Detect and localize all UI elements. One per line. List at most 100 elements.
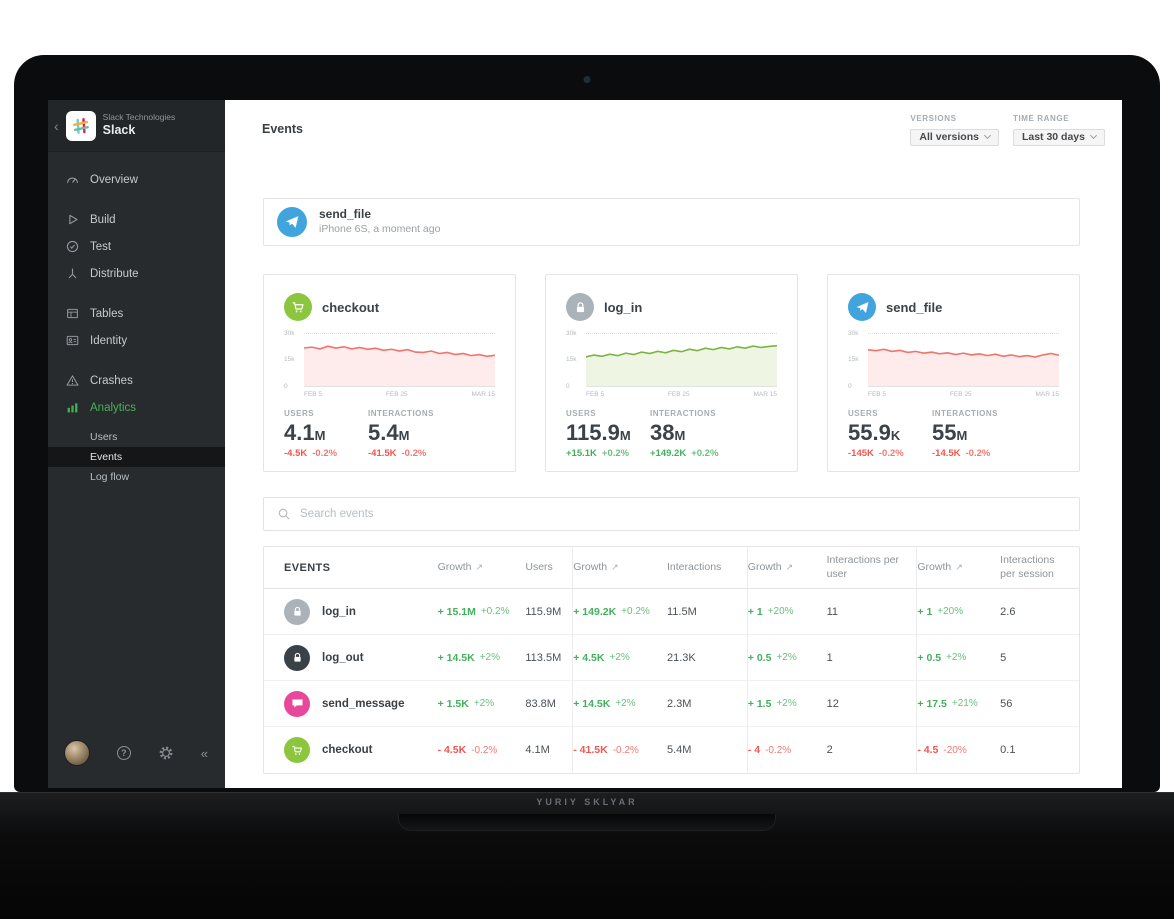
subnav-item-label: Events — [90, 451, 123, 463]
growth-arrow-icon: ↗ — [611, 561, 619, 572]
bar-chart-icon — [65, 400, 80, 415]
lock-icon — [284, 598, 310, 625]
users-cell: 115.9M — [525, 589, 574, 634]
col-header-interactions-per-user: Interactions per user — [827, 547, 918, 588]
y-axis: 30k 15k 0 — [848, 330, 859, 390]
app-switcher[interactable]: ‹ Slack Technologies Slack — [48, 100, 225, 152]
event-name-cell: log_in — [264, 589, 438, 634]
subnav-item-users[interactable]: Users — [48, 427, 225, 447]
sidebar-item-crashes[interactable]: Crashes — [48, 367, 225, 394]
laptop-lid: ‹ Slack Technologies Slack Overview Buil… — [14, 55, 1160, 792]
col-header-users: Users — [525, 547, 574, 588]
interactions-delta: -41.5K -0.2% — [368, 448, 427, 459]
growth-cell: + 14.5K +2% — [573, 697, 636, 710]
sparkline-chart: 30k 15k 0 — [566, 330, 777, 390]
interactions-stat: INTERACTIONS 55M -14.5K -0.2% — [932, 409, 1059, 459]
col-header-events: EVENTS — [284, 561, 331, 574]
growth-cell: - 41.5K -0.2% — [573, 744, 639, 756]
event-cards: checkout 30k 15k 0 — [263, 274, 1080, 472]
versions-dropdown[interactable]: All versions — [910, 128, 999, 146]
main-content: Events VERSIONS All versions TIME RANGE … — [225, 100, 1122, 788]
card-stats: USERS 115.9M +15.1K +0.2% INTERACTIONS 38… — [566, 409, 777, 459]
help-icon[interactable]: ? — [116, 746, 131, 760]
growth-arrow-icon: ↗ — [785, 561, 794, 572]
growth-cell: + 1 +20% — [747, 605, 794, 618]
x-axis: FEB 5 FEB 25 MAR 15 — [868, 391, 1059, 398]
sidebar-item-distribute[interactable]: Distribute — [48, 260, 225, 287]
users-delta: -4.5K -0.2% — [284, 448, 338, 459]
sidebar-item-label: Identity — [90, 334, 128, 347]
settings-gear-icon[interactable] — [158, 745, 174, 761]
sidebar-item-analytics[interactable]: Analytics — [48, 394, 225, 421]
back-chevron-icon[interactable]: ‹ — [54, 117, 59, 134]
table-row-log-in[interactable]: log_in + 15.1M +0.2% 115.9M + 149.2K +0.2%… — [264, 589, 1079, 635]
users-stat: USERS 55.9K -145K -0.2% — [848, 409, 932, 459]
interactions-stat: INTERACTIONS 5.4M -41.5K -0.2% — [368, 409, 495, 459]
subnav-item-label: Users — [90, 431, 118, 443]
interactions-delta: +149.2K +0.2% — [650, 448, 719, 459]
subnav-item-events[interactable]: Events — [48, 447, 225, 467]
x-axis: FEB 5 FEB 25 MAR 15 — [304, 391, 495, 398]
card-title: send_file — [886, 299, 943, 315]
subnav-item-log-flow[interactable]: Log flow — [48, 467, 225, 487]
sidebar-item-label: Test — [90, 240, 112, 253]
interactions-stat: INTERACTIONS 38M +149.2K +0.2% — [650, 409, 777, 459]
users-delta: +15.1K +0.2% — [566, 448, 630, 459]
sidebar-item-build[interactable]: Build — [48, 206, 225, 233]
sidebar-footer: ? « — [48, 740, 225, 766]
sparkline-chart: 30k 15k 0 — [284, 330, 495, 390]
interactions-value: 55M — [932, 420, 968, 445]
sidebar-item-label: Crashes — [90, 374, 133, 387]
card-stats: USERS 55.9K -145K -0.2% INTERACTIONS 55M … — [848, 409, 1059, 459]
interactions-value: 38M — [650, 420, 686, 445]
content-area: send_file iPhone 6S, a moment ago checko… — [263, 198, 1080, 774]
col-header-growth: Growth ↗ — [747, 560, 794, 573]
banner-title: send_file — [319, 207, 372, 222]
per-session-cell: 2.6 — [1000, 605, 1016, 618]
growth-cell: + 17.5 +21% — [917, 697, 978, 710]
table-row-log-out[interactable]: log_out + 14.5K +2% 113.5M + 4.5K +2% 21.3… — [264, 635, 1079, 681]
growth-cell: + 1.5 +2% — [747, 697, 797, 710]
sidebar-item-identity[interactable]: Identity — [48, 327, 225, 354]
warning-icon — [65, 373, 80, 388]
chevron-down-icon — [1089, 131, 1098, 140]
versions-control: VERSIONS All versions — [910, 114, 999, 146]
time-range-control: TIME RANGE Last 30 days — [1012, 114, 1105, 146]
search-input[interactable] — [300, 508, 1079, 520]
interactions-delta: -14.5K -0.2% — [932, 448, 991, 459]
growth-cell: - 4.5K -0.2% — [437, 744, 498, 756]
paper-plane-icon — [848, 293, 876, 321]
sidebar-item-test[interactable]: Test — [48, 233, 225, 260]
analytics-subnav: Users Events Log flow — [48, 427, 225, 487]
table-row-send-message[interactable]: send_message + 1.5K +2% 83.8M + 14.5K +2% … — [264, 681, 1079, 727]
user-avatar[interactable] — [64, 740, 90, 766]
collapse-sidebar-icon[interactable]: « — [200, 745, 208, 761]
recent-event-banner[interactable]: send_file iPhone 6S, a moment ago — [263, 198, 1080, 246]
sidebar-item-overview[interactable]: Overview — [48, 166, 225, 193]
col-header-interactions: Interactions — [667, 547, 748, 588]
events-table: EVENTS Growth ↗ Users Growth ↗ Interaction… — [263, 546, 1080, 774]
time-range-dropdown[interactable]: Last 30 days — [1012, 128, 1105, 146]
org-name: Slack Technologies — [102, 112, 176, 123]
growth-cell: + 149.2K +0.2% — [573, 605, 650, 618]
app-screen: ‹ Slack Technologies Slack Overview Buil… — [48, 100, 1122, 788]
col-header-growth: Growth ↗ — [437, 560, 483, 573]
header-controls: VERSIONS All versions TIME RANGE Last 30… — [910, 114, 1105, 146]
sidebar-item-label: Distribute — [90, 267, 139, 280]
gauge-icon — [65, 172, 80, 187]
table-row-checkout[interactable]: checkout - 4.5K -0.2% 4.1M - 41.5K -0.2% 5… — [264, 727, 1079, 773]
cart-icon — [284, 737, 310, 763]
lock-icon — [566, 293, 594, 321]
sidebar-item-label: Build — [90, 213, 116, 226]
id-card-icon — [65, 333, 80, 348]
sidebar-item-tables[interactable]: Tables — [48, 300, 225, 327]
event-card-log-in: log_in 30k 15k 0 — [545, 274, 798, 472]
app-name: Slack — [102, 123, 136, 137]
growth-cell: + 1 +20% — [917, 605, 964, 618]
subnav-item-label: Log flow — [90, 471, 130, 483]
sidebar-item-label: Overview — [90, 173, 138, 186]
interactions-cell: 5.4M — [667, 727, 748, 773]
cart-icon — [284, 293, 312, 321]
col-header-growth: Growth ↗ — [917, 560, 963, 573]
